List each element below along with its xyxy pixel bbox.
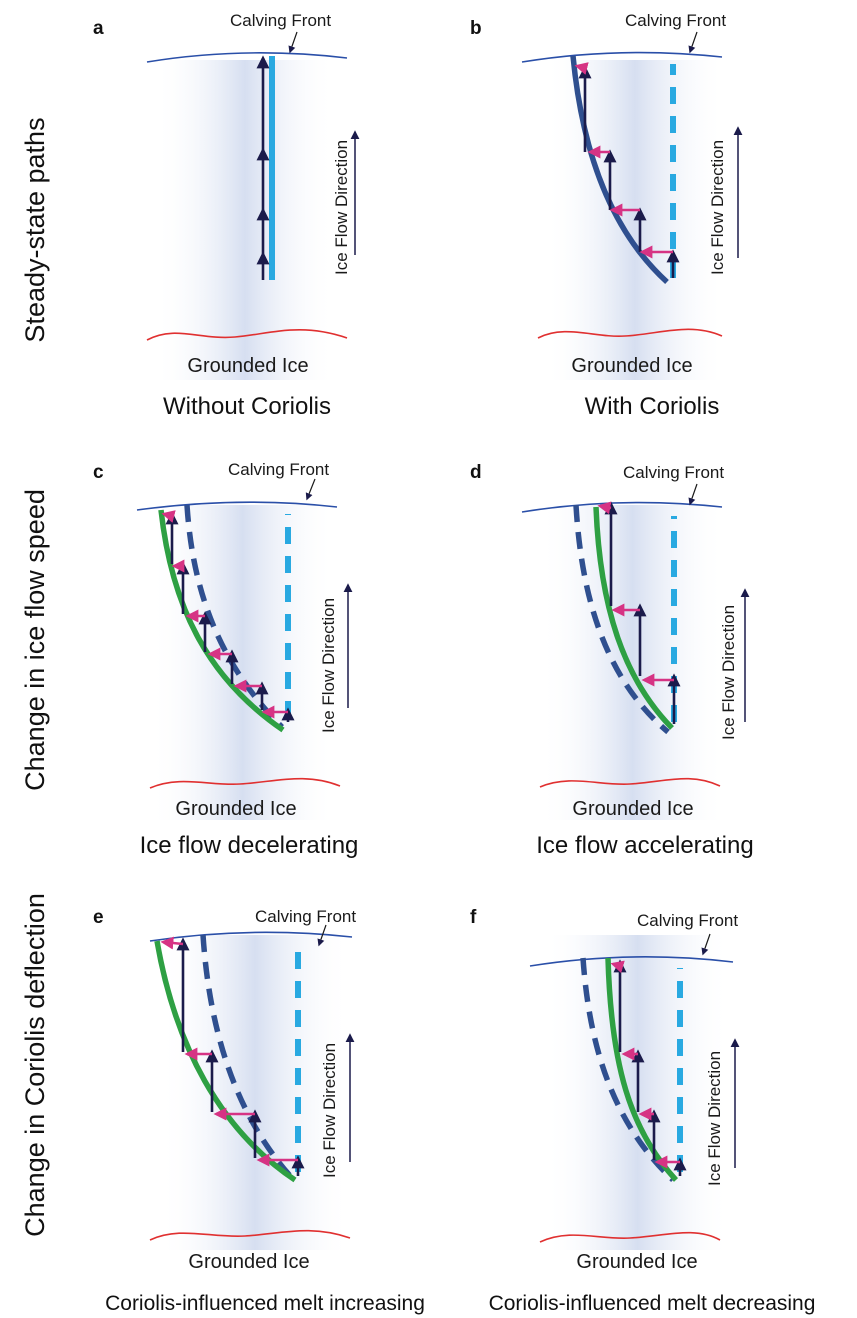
calving-front-line [521,501,723,513]
calving-front-label: Calving Front [255,907,356,926]
calving-front-pointer [317,924,327,947]
coriolis-arrows [610,960,680,1169]
coriolis-arrow [610,960,625,974]
panel-letter: f [470,907,477,928]
steady-state-dashed-path [200,934,295,1180]
coriolis-arrow [160,936,184,950]
flow-arrows [176,937,305,1176]
steady-state-dashed-path [580,957,675,1182]
panel-letter: c [93,462,104,483]
coriolis-arrow [161,510,176,523]
grounded-ice-label: Grounded Ice [572,798,693,820]
grounded-ice-label: Grounded Ice [576,1251,697,1273]
flow-direction-label: Ice Flow Direction [332,140,351,275]
panel-caption: Ice flow decelerating [140,832,359,859]
calving-front-label: Calving Front [637,911,738,930]
panel-caption: With Coriolis [585,393,720,420]
flow-arrows [578,65,680,278]
panel-caption: Coriolis-influenced melt decreasing [489,1292,816,1315]
grounded-ice-label: Grounded Ice [188,1251,309,1273]
calving-front-label: Calving Front [623,463,724,482]
coriolis-arrows [161,510,288,719]
calving-front-line [136,501,338,511]
calving-front-label: Calving Front [625,11,726,30]
flow-direction-label: Ice Flow Direction [319,598,338,733]
panel-e: e Calving Front Ice Flow Direction Groun… [93,907,425,1315]
coriolis-arrows [597,501,674,687]
coriolis-arrows [574,62,673,259]
calving-front-pointer [688,483,698,506]
calving-front-pointer [688,31,698,54]
grounding-line [149,777,341,789]
decelerated-flow-path [158,509,285,733]
calving-front-pointer [701,933,711,956]
calving-front-label: Calving Front [230,11,331,30]
ice-shelf-shading [155,60,335,380]
calving-front-line [149,931,353,942]
flow-direction-label: Ice Flow Direction [719,605,738,740]
calving-front-pointer [305,478,316,501]
ice-shelf-shading [150,505,335,820]
row-title-coriolis-deflection: Change in Coriolis deflection [20,893,50,1237]
steady-state-curved-path [570,55,669,285]
panel-c: c Calving Front Ice Flow Direction Groun… [93,460,358,859]
row-title-steady-state: Steady-state paths [20,117,50,342]
panel-f: f Calving Front Ice Flow Direction Groun… [470,907,815,1315]
panel-letter: b [470,18,482,39]
ice-shelf-shading [540,505,725,820]
grounding-line [149,1229,351,1241]
flow-arrows [604,501,681,724]
panel-caption: Without Coriolis [163,393,331,420]
steady-state-dashed-path [573,504,670,735]
row-title-flow-speed: Change in ice flow speed [20,489,50,791]
coriolis-arrows [160,936,298,1167]
flow-direction-label: Ice Flow Direction [708,140,727,275]
ice-shelf-shading [160,935,350,1250]
calving-front-pointer [288,31,298,54]
grounding-line [539,777,721,788]
coriolis-arrow [597,501,612,515]
calving-front-line [529,956,734,967]
grounded-ice-label: Grounded Ice [175,798,296,820]
grounding-line [537,328,723,339]
calving-front-line [521,51,723,63]
panel-letter: a [93,18,104,39]
panel-caption: Coriolis-influenced melt increasing [105,1292,425,1315]
panel-b: b Calving Front Ice Flow Direction Groun… [470,11,743,420]
accelerated-flow-path [593,506,674,730]
flow-arrows [613,959,687,1176]
coriolis-arrow [574,62,589,75]
calving-front-line [146,52,348,63]
flow-direction-label: Ice Flow Direction [705,1051,724,1186]
grounded-ice-label: Grounded Ice [187,355,308,377]
panel-letter: d [470,462,482,483]
grounding-line [539,1231,721,1243]
flow-direction-label: Ice Flow Direction [320,1043,339,1178]
panel-caption: Ice flow accelerating [536,832,753,859]
grounded-ice-label: Grounded Ice [571,355,692,377]
panel-d: d Calving Front Ice Flow Direction Groun… [470,462,754,859]
panel-letter: e [93,907,104,928]
grounding-line [146,329,348,341]
panel-a: a Calving Front Ice Flow Direction Groun… [93,11,360,420]
calving-front-label: Calving Front [228,460,329,479]
